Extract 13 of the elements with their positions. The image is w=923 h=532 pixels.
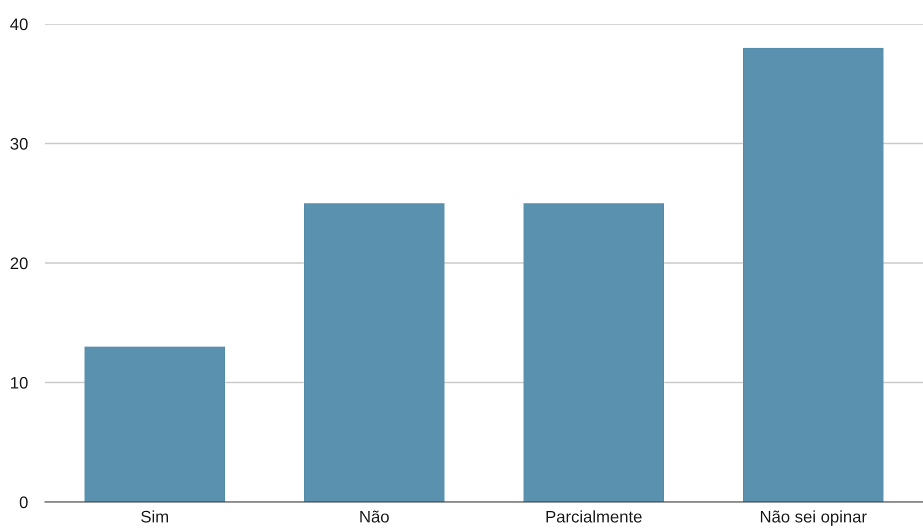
- y-tick-label: 20: [10, 257, 28, 270]
- x-tick-label: Não sei opinar: [760, 510, 867, 526]
- x-tick-label: Sim: [141, 510, 168, 523]
- bar: [524, 203, 664, 502]
- y-tick-label: 10: [11, 376, 28, 389]
- bar: [743, 48, 884, 502]
- x-tick-label: Não: [360, 510, 389, 523]
- bar: [84, 346, 225, 502]
- x-tick-label: Parcialmente: [546, 510, 642, 523]
- bar: [304, 203, 444, 502]
- y-tick-label: 40: [10, 18, 28, 30]
- y-tick-label: 30: [10, 138, 28, 150]
- y-tick-label: 0: [20, 496, 28, 508]
